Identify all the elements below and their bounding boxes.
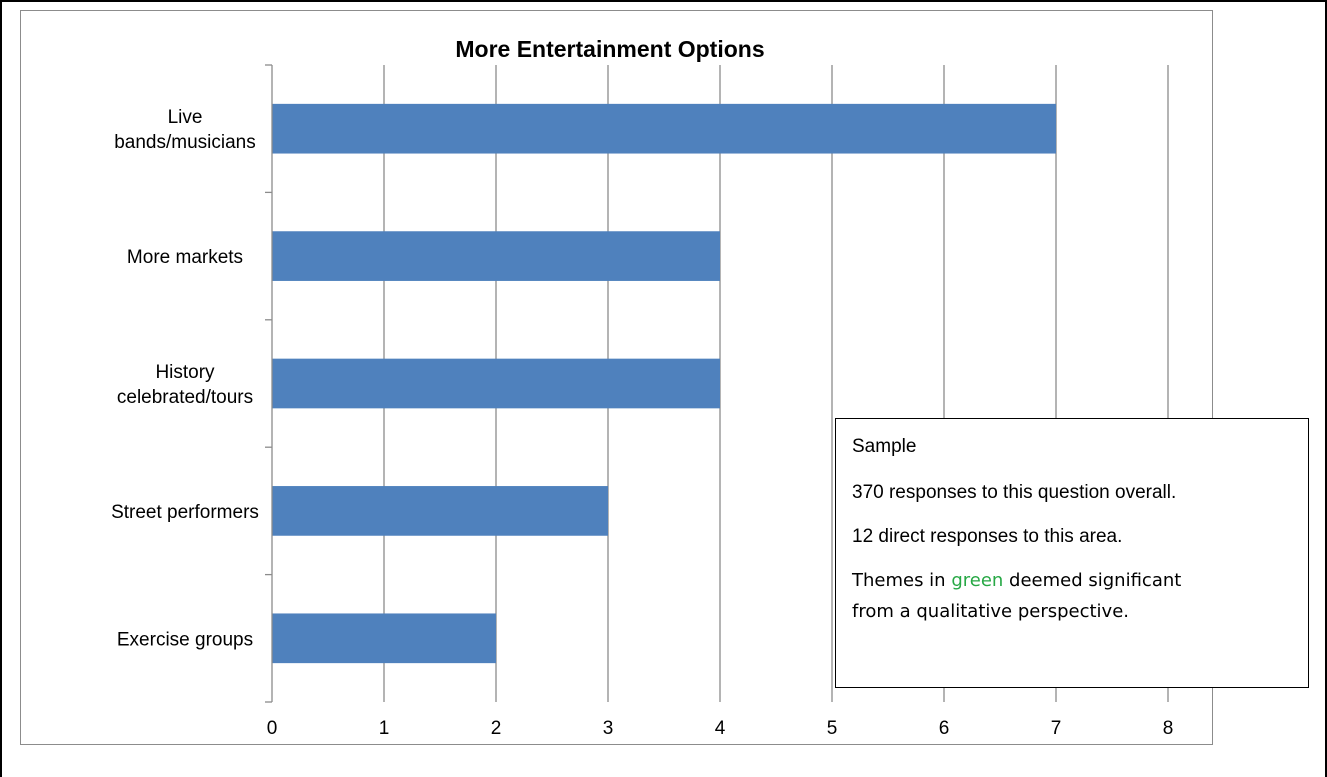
category-label-exercise-groups: Exercise groups bbox=[117, 629, 253, 650]
x-tick-label-1: 1 bbox=[379, 718, 390, 739]
x-tick-label-0: 0 bbox=[267, 718, 278, 739]
category-label-history-celebrated-tours: History celebrated/tours bbox=[117, 362, 253, 408]
x-tick-label-6: 6 bbox=[939, 718, 950, 739]
note-total-responses: 370 responses to this question overall. bbox=[852, 482, 1177, 503]
category-label-line: More markets bbox=[127, 247, 243, 268]
labels: 0 1 2 3 4 5 6 7 8 Live bands/musicians More markets… bbox=[111, 107, 1173, 739]
chart-title: More Entertainment Options bbox=[455, 36, 765, 62]
bar-exercise-groups bbox=[272, 613, 496, 664]
category-label-street-performers: Street performers bbox=[111, 502, 259, 523]
bar-live-bands-musicians bbox=[272, 103, 1056, 154]
note-themes-green-word: green bbox=[951, 570, 1004, 591]
note-themes-prefix: Themes in bbox=[852, 570, 952, 591]
axes bbox=[265, 64, 273, 703]
category-label-more-markets: More markets bbox=[127, 247, 243, 268]
note-direct-responses: 12 direct responses to this area. bbox=[852, 526, 1123, 547]
bars bbox=[272, 103, 1056, 664]
category-label-line: History bbox=[155, 362, 215, 383]
category-label-live-bands-musicians: Live bands/musicians bbox=[114, 107, 256, 153]
note-heading: Sample bbox=[852, 436, 917, 457]
bar-more-markets bbox=[272, 231, 720, 281]
x-tick-label-7: 7 bbox=[1051, 718, 1062, 739]
x-tick-label-2: 2 bbox=[491, 718, 502, 739]
category-label-line: Street performers bbox=[111, 502, 259, 523]
category-label-line: celebrated/tours bbox=[117, 387, 253, 408]
sample-note-box: Sample 370 responses to this question ov… bbox=[835, 418, 1309, 688]
note-themes: Themes in green deemed significant from … bbox=[852, 565, 1308, 627]
x-tick-label-4: 4 bbox=[715, 718, 726, 739]
x-tick-label-8: 8 bbox=[1163, 718, 1174, 739]
note-themes-suffix: deemed significant bbox=[1003, 570, 1182, 591]
category-label-line: bands/musicians bbox=[114, 132, 256, 153]
category-label-line: Exercise groups bbox=[117, 629, 253, 650]
bar-street-performers bbox=[272, 486, 608, 536]
category-label-line: Live bbox=[168, 107, 203, 128]
note-themes-line2: from a qualitative perspective. bbox=[852, 601, 1130, 622]
bar-history-celebrated-tours bbox=[272, 358, 720, 409]
x-tick-label-3: 3 bbox=[603, 718, 614, 739]
x-tick-label-5: 5 bbox=[827, 718, 838, 739]
